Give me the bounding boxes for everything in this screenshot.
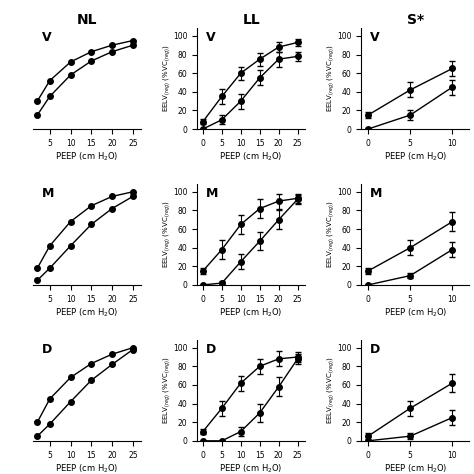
Text: M: M <box>206 187 218 201</box>
Text: D: D <box>206 343 216 356</box>
X-axis label: PEEP (cm H$_2$O): PEEP (cm H$_2$O) <box>383 151 447 163</box>
Y-axis label: EELV$_{(reg)}$ (%VC$_{(reg)}$): EELV$_{(reg)}$ (%VC$_{(reg)}$) <box>325 201 336 268</box>
X-axis label: PEEP (cm H$_2$O): PEEP (cm H$_2$O) <box>219 462 283 474</box>
Text: M: M <box>370 187 383 201</box>
Y-axis label: EELV$_{(reg)}$ (%VC$_{(reg)}$): EELV$_{(reg)}$ (%VC$_{(reg)}$) <box>161 201 172 268</box>
Text: V: V <box>206 31 216 45</box>
Y-axis label: EELV$_{(reg)}$ (%VC$_{(reg)}$): EELV$_{(reg)}$ (%VC$_{(reg)}$) <box>325 357 336 424</box>
X-axis label: PEEP (cm H$_2$O): PEEP (cm H$_2$O) <box>383 462 447 474</box>
Y-axis label: EELV$_{(reg)}$ (%VC$_{(reg)}$): EELV$_{(reg)}$ (%VC$_{(reg)}$) <box>161 357 172 424</box>
X-axis label: PEEP (cm H$_2$O): PEEP (cm H$_2$O) <box>219 151 283 163</box>
Text: D: D <box>42 343 52 356</box>
X-axis label: PEEP (cm H$_2$O): PEEP (cm H$_2$O) <box>55 151 119 163</box>
Y-axis label: EELV$_{(reg)}$ (%VC$_{(reg)}$): EELV$_{(reg)}$ (%VC$_{(reg)}$) <box>161 45 172 112</box>
X-axis label: PEEP (cm H$_2$O): PEEP (cm H$_2$O) <box>55 462 119 474</box>
Y-axis label: EELV$_{(reg)}$ (%VC$_{(reg)}$): EELV$_{(reg)}$ (%VC$_{(reg)}$) <box>325 45 336 112</box>
X-axis label: PEEP (cm H$_2$O): PEEP (cm H$_2$O) <box>383 306 447 319</box>
Text: D: D <box>370 343 380 356</box>
Text: V: V <box>370 31 380 45</box>
Title: S*: S* <box>407 13 424 27</box>
X-axis label: PEEP (cm H$_2$O): PEEP (cm H$_2$O) <box>219 306 283 319</box>
Title: LL: LL <box>242 13 260 27</box>
X-axis label: PEEP (cm H$_2$O): PEEP (cm H$_2$O) <box>55 306 119 319</box>
Text: V: V <box>42 31 52 45</box>
Title: NL: NL <box>77 13 97 27</box>
Text: M: M <box>42 187 54 201</box>
